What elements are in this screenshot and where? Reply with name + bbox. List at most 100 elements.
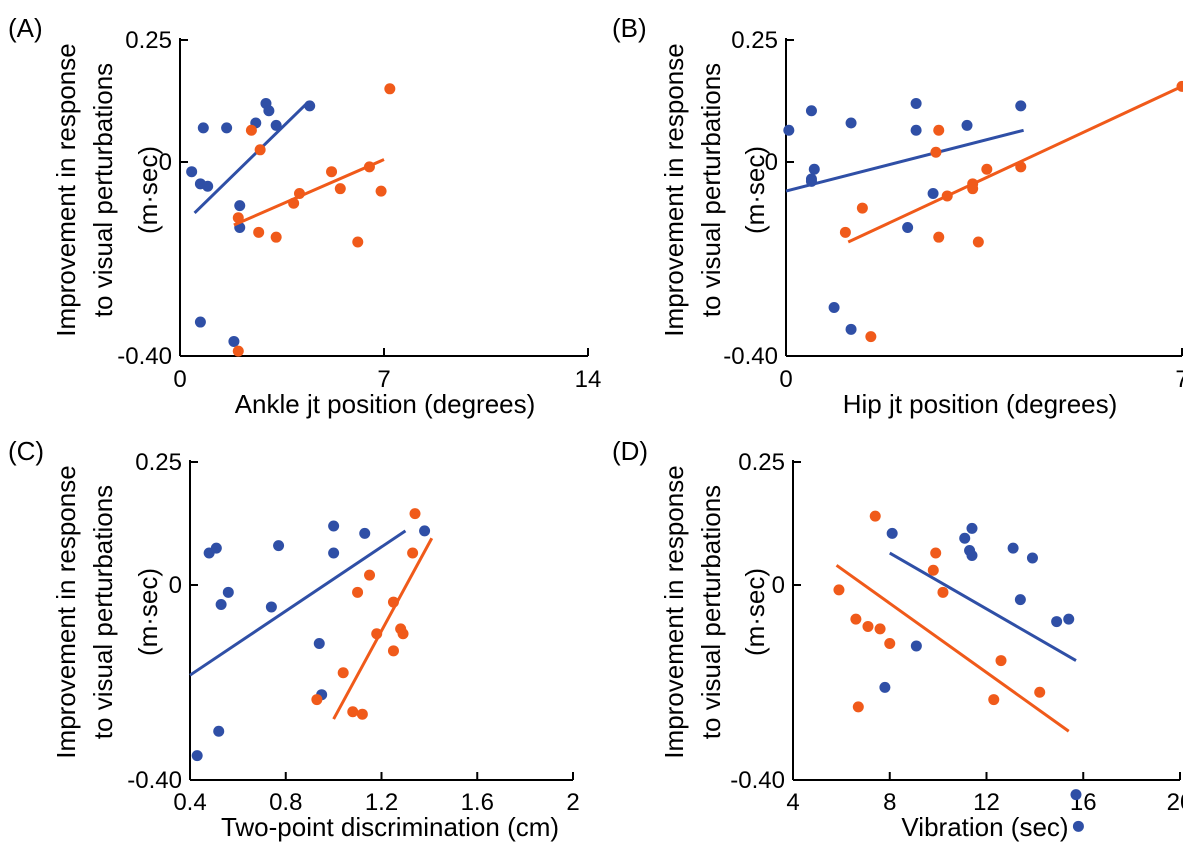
data-point-blue xyxy=(1007,542,1019,554)
data-point-blue xyxy=(359,527,371,539)
y-axis-title-line: Improvement in response xyxy=(51,465,81,758)
data-point-orange xyxy=(270,231,282,243)
x-tick-label: 12 xyxy=(973,789,1000,816)
data-point-orange xyxy=(833,584,845,596)
y-tick-label: 0.25 xyxy=(738,449,785,476)
data-point-orange xyxy=(352,586,364,598)
data-point-blue xyxy=(845,323,857,335)
data-point-orange xyxy=(995,655,1007,667)
data-point-blue xyxy=(265,601,277,613)
data-point-blue xyxy=(1070,789,1082,801)
series-blue xyxy=(783,97,1027,335)
data-point-orange xyxy=(862,620,874,632)
data-point-blue xyxy=(202,180,214,192)
data-point-blue xyxy=(783,124,795,136)
fit-line-blue xyxy=(193,102,308,214)
x-tick-label: 14 xyxy=(575,366,602,393)
data-point-blue xyxy=(215,599,227,610)
series-blue xyxy=(879,522,1084,832)
y-tick-label: 0 xyxy=(169,572,182,599)
data-point-orange xyxy=(930,146,942,158)
y-tick-label: -0.40 xyxy=(127,767,182,794)
data-point-blue xyxy=(186,166,198,178)
x-tick-label: 4 xyxy=(786,789,799,816)
data-point-blue xyxy=(845,117,857,129)
series-orange xyxy=(839,80,1183,343)
data-point-blue xyxy=(886,527,898,539)
y-tick-label: 0.25 xyxy=(731,27,778,54)
data-point-blue xyxy=(210,542,222,554)
data-point-orange xyxy=(850,613,862,625)
y-tick-label: 0.25 xyxy=(125,27,172,54)
data-point-orange xyxy=(407,547,419,559)
data-point-blue xyxy=(304,100,316,112)
data-point-orange xyxy=(334,183,346,195)
x-tick-label: 20 xyxy=(1167,789,1183,816)
data-point-blue xyxy=(313,638,325,649)
data-point-blue xyxy=(197,122,209,134)
y-axis-title-line: (m·sec) xyxy=(133,146,163,234)
x-axis-title: Hip jt position (degrees) xyxy=(843,389,1118,419)
data-point-blue xyxy=(902,221,914,233)
data-point-blue xyxy=(910,124,922,136)
y-tick-label: 0.25 xyxy=(135,449,182,476)
data-point-orange xyxy=(1034,686,1046,698)
x-axis-title: Ankle jt position (degrees) xyxy=(235,389,536,419)
data-point-blue xyxy=(194,316,206,328)
data-point-blue xyxy=(1051,616,1063,628)
data-point-orange xyxy=(254,144,266,156)
chart-panel-d: 0.250-0.4048121620Vibration (sec)Improve… xyxy=(612,436,1183,842)
x-tick-label: 8 xyxy=(883,789,896,816)
data-point-blue xyxy=(328,547,340,559)
data-point-blue xyxy=(1072,820,1084,832)
data-point-orange xyxy=(356,708,368,720)
y-axis-title-line: Improvement in response xyxy=(659,465,689,758)
fit-line-orange xyxy=(233,158,385,227)
series-orange xyxy=(311,508,434,720)
x-tick-label: 1.2 xyxy=(365,789,398,816)
data-point-orange xyxy=(937,586,949,598)
panel-label: (A) xyxy=(8,13,43,43)
data-point-orange xyxy=(384,83,396,95)
y-axis-title-line: (m·sec) xyxy=(740,568,770,656)
data-point-orange xyxy=(352,236,364,248)
data-point-orange xyxy=(988,694,1000,706)
data-point-blue xyxy=(805,175,817,187)
x-tick-label: 2 xyxy=(566,789,579,816)
data-point-orange xyxy=(387,596,399,608)
data-point-orange xyxy=(869,510,881,522)
series-blue xyxy=(186,97,316,347)
data-point-blue xyxy=(1063,613,1075,625)
data-point-orange xyxy=(409,508,421,520)
y-axis-title-line: to visual perturbations xyxy=(696,63,726,317)
data-point-orange xyxy=(865,331,877,343)
data-point-blue xyxy=(228,335,240,347)
data-point-blue xyxy=(1014,594,1026,606)
fit-line-orange xyxy=(847,85,1183,244)
y-axis-title-line: (m·sec) xyxy=(133,568,163,656)
data-point-orange xyxy=(927,564,939,576)
data-point-blue xyxy=(222,586,234,598)
data-point-orange xyxy=(852,701,864,713)
data-point-blue xyxy=(966,522,978,534)
data-point-orange xyxy=(363,161,375,173)
data-point-blue xyxy=(959,532,971,544)
data-point-orange xyxy=(371,628,383,640)
y-tick-label: 0 xyxy=(159,149,172,176)
data-point-orange xyxy=(232,345,244,357)
data-point-orange xyxy=(326,166,338,178)
data-point-orange xyxy=(245,124,257,136)
data-point-orange xyxy=(293,188,305,200)
data-point-blue xyxy=(1015,100,1027,112)
data-point-blue xyxy=(1026,552,1038,564)
data-point-orange xyxy=(337,667,349,679)
data-point-orange xyxy=(232,212,244,224)
panel-label: (C) xyxy=(8,436,44,466)
x-axis-title: Two-point discrimination (cm) xyxy=(221,812,559,842)
data-point-orange xyxy=(933,124,945,136)
y-tick-label: -0.40 xyxy=(723,343,778,370)
x-tick-label: 0 xyxy=(779,366,792,393)
data-point-orange xyxy=(1176,80,1183,92)
